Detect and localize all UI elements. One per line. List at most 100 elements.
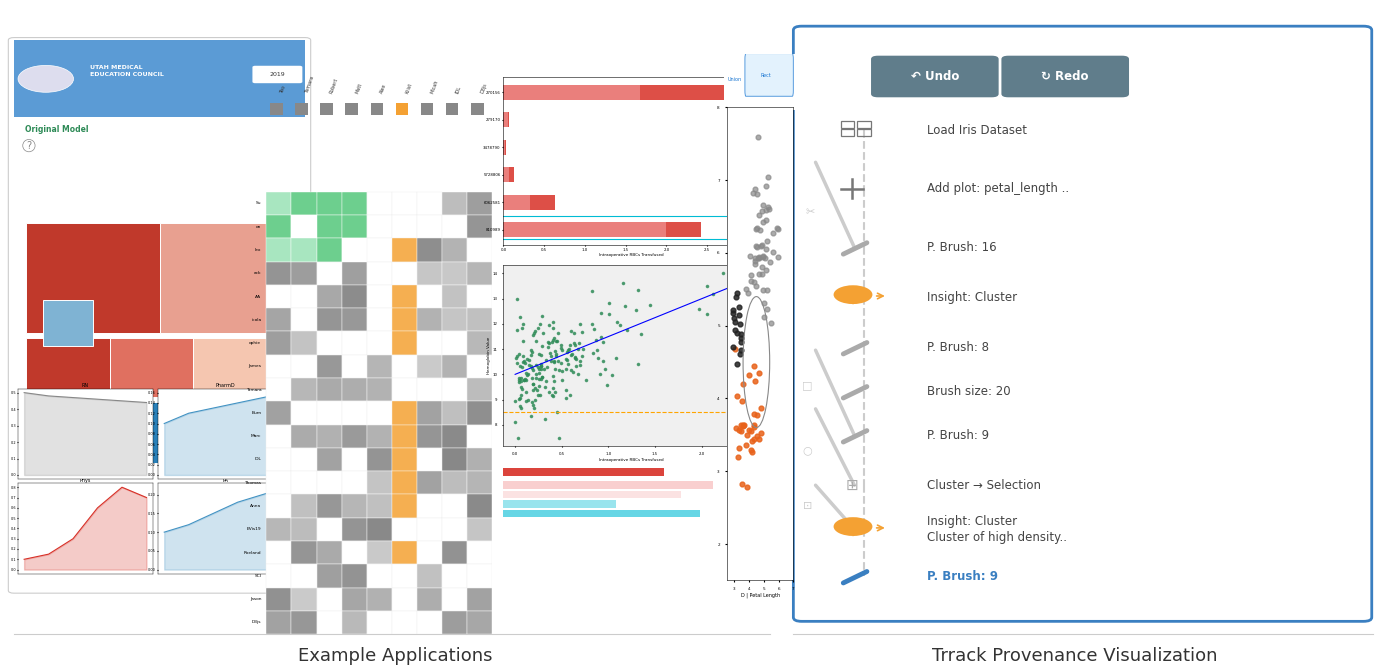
Bar xyxy=(417,495,442,518)
Point xyxy=(731,345,753,356)
Text: ack: ack xyxy=(254,271,261,275)
Bar xyxy=(341,262,366,285)
Bar xyxy=(442,285,467,308)
Bar xyxy=(316,355,341,378)
FancyBboxPatch shape xyxy=(745,54,793,96)
Bar xyxy=(467,192,492,215)
Point xyxy=(746,189,768,199)
Bar xyxy=(417,588,442,611)
Bar xyxy=(417,215,442,238)
Circle shape xyxy=(18,66,74,93)
Bar xyxy=(366,541,393,564)
Bar xyxy=(26,338,110,397)
Text: Original Model: Original Model xyxy=(25,125,89,134)
Bar xyxy=(291,238,316,262)
Point xyxy=(725,422,748,433)
Bar xyxy=(291,401,316,425)
Text: IDL: IDL xyxy=(455,85,462,94)
Bar xyxy=(393,215,417,238)
Bar xyxy=(266,355,291,378)
Bar xyxy=(266,378,291,401)
Bar xyxy=(291,331,316,355)
Point xyxy=(739,275,761,286)
Point xyxy=(750,427,773,438)
Point xyxy=(589,368,612,379)
Point xyxy=(731,396,753,407)
Bar xyxy=(417,518,442,541)
Point xyxy=(520,350,542,360)
Bar xyxy=(467,541,492,564)
Point xyxy=(734,419,756,430)
Point xyxy=(549,358,571,368)
Bar xyxy=(393,331,417,355)
Bar xyxy=(393,425,417,448)
Text: Robert: Robert xyxy=(329,77,340,94)
Point xyxy=(755,253,777,264)
Bar xyxy=(393,448,417,471)
Text: D3js: D3js xyxy=(480,82,488,94)
Point xyxy=(738,289,760,300)
Bar xyxy=(442,215,467,238)
Point xyxy=(752,240,774,251)
Bar xyxy=(266,401,291,425)
Point xyxy=(592,336,614,347)
Bar xyxy=(193,338,293,397)
Bar xyxy=(442,495,467,518)
Point xyxy=(755,180,777,191)
Point xyxy=(522,362,544,373)
Point xyxy=(538,348,560,359)
Bar xyxy=(165,402,293,463)
Bar xyxy=(341,518,366,541)
Bar xyxy=(393,355,417,378)
Point xyxy=(752,285,774,295)
Bar xyxy=(417,331,442,355)
Point xyxy=(735,283,757,294)
Bar xyxy=(316,331,341,355)
Bar xyxy=(393,285,417,308)
Bar xyxy=(43,300,93,346)
FancyBboxPatch shape xyxy=(793,26,1372,621)
Point xyxy=(571,343,594,354)
Point xyxy=(627,359,649,370)
Bar xyxy=(442,518,467,541)
Bar xyxy=(417,308,442,331)
Point xyxy=(743,256,766,267)
Point xyxy=(542,370,565,381)
Point xyxy=(520,346,542,357)
Point xyxy=(515,396,537,407)
Text: P. Brush: 9: P. Brush: 9 xyxy=(927,570,997,582)
Bar xyxy=(266,541,291,564)
Bar xyxy=(266,564,291,588)
Bar xyxy=(417,285,442,308)
Text: Alex: Alex xyxy=(380,83,388,94)
Point xyxy=(513,374,535,385)
Bar xyxy=(316,238,341,262)
Point xyxy=(513,356,535,366)
Point xyxy=(530,350,552,360)
Text: Micah: Micah xyxy=(430,79,440,94)
Point xyxy=(736,287,759,298)
Point xyxy=(738,369,760,380)
Text: AA: AA xyxy=(255,295,261,299)
Point xyxy=(508,348,530,359)
Text: Example Applications: Example Applications xyxy=(298,648,492,665)
Bar xyxy=(341,471,366,495)
Bar xyxy=(467,611,492,634)
Point xyxy=(739,425,761,436)
Bar xyxy=(341,355,366,378)
Point xyxy=(574,375,596,386)
Point xyxy=(559,350,581,361)
Point xyxy=(745,223,767,234)
Point xyxy=(549,342,571,353)
Point xyxy=(555,353,577,364)
Point xyxy=(541,390,563,401)
Point xyxy=(728,302,750,313)
Bar xyxy=(503,112,508,127)
Bar xyxy=(499,216,760,240)
Text: Thomas: Thomas xyxy=(244,481,261,484)
Point xyxy=(734,439,756,450)
Point xyxy=(730,337,752,348)
Point xyxy=(515,358,537,368)
Point xyxy=(746,131,768,142)
Point xyxy=(533,364,555,374)
